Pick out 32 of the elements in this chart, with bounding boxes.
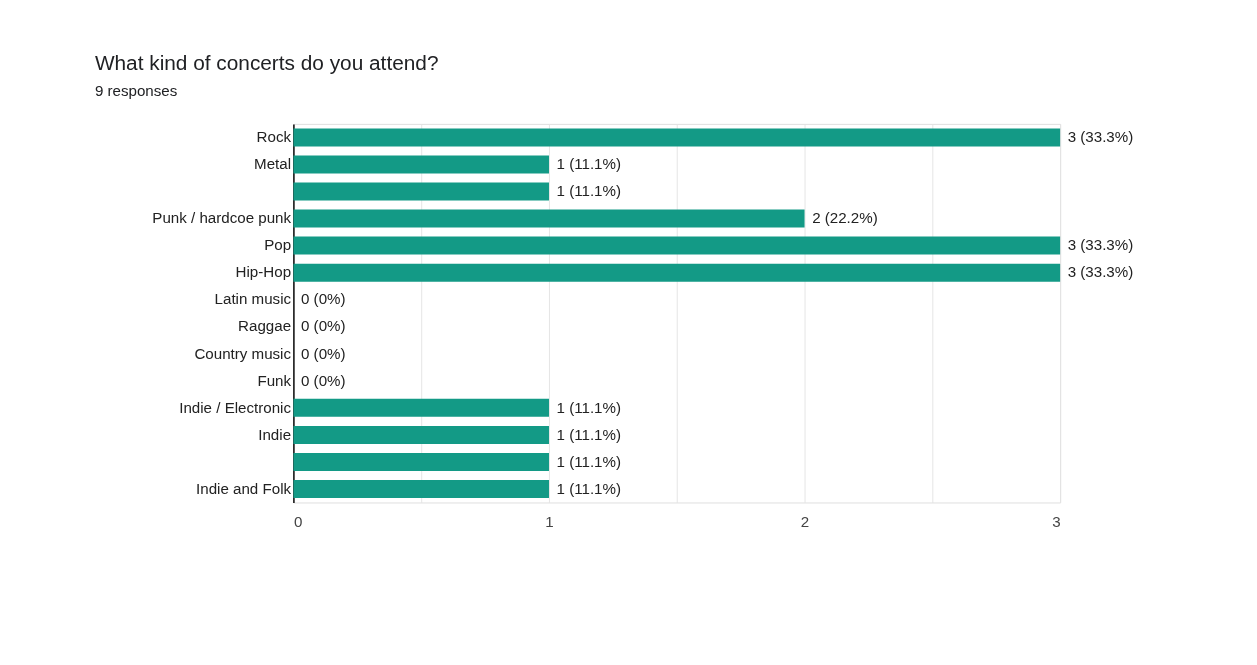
data-label: 0 (0%) (301, 344, 346, 362)
y-tick-label: Raggae (238, 317, 292, 335)
y-tick-label: Rock (256, 128, 292, 146)
y-tick-label: Hip-Hop (235, 263, 292, 281)
y-tick-label: Country music (194, 344, 292, 362)
data-label: 3 (33.3%) (1067, 236, 1134, 254)
x-tick-label: 2 (800, 512, 810, 530)
x-tick-label: 3 (1052, 512, 1061, 530)
y-tick-label: Latin music (214, 290, 292, 308)
data-label: 0 (0%) (301, 317, 346, 335)
data-label: 1 (11.1%) (556, 398, 622, 416)
chart-title: What kind of concerts do you attend? (94, 50, 439, 74)
data-label: 1 (11.1%) (556, 155, 622, 173)
data-label: 1 (11.1%) (556, 452, 622, 470)
y-tick-label: Funk (257, 371, 292, 389)
x-tick-label: 0 (293, 512, 303, 530)
data-label: 1 (11.1%) (556, 182, 622, 200)
data-label: 2 (22.2%) (812, 209, 878, 227)
data-label: 3 (33.3%) (1067, 263, 1134, 281)
y-tick-label: Punk / hardcoe punk (152, 209, 292, 227)
data-label: 0 (0%) (301, 371, 346, 389)
data-label: 1 (11.1%) (556, 425, 622, 443)
y-tick-label: Indie and Folk (196, 479, 292, 497)
text: 9 responses (94, 82, 178, 100)
data-label: 3 (33.3%) (1067, 128, 1134, 146)
data-label: 1 (11.1%) (556, 479, 622, 497)
y-tick-label: Metal (254, 155, 292, 173)
y-tick-label: Pop (264, 236, 292, 254)
x-tick-label: 1 (545, 512, 554, 530)
y-tick-label: Indie (258, 425, 292, 443)
data-label: 0 (0%) (301, 290, 346, 308)
y-tick-label: Indie / Electronic (179, 398, 292, 416)
